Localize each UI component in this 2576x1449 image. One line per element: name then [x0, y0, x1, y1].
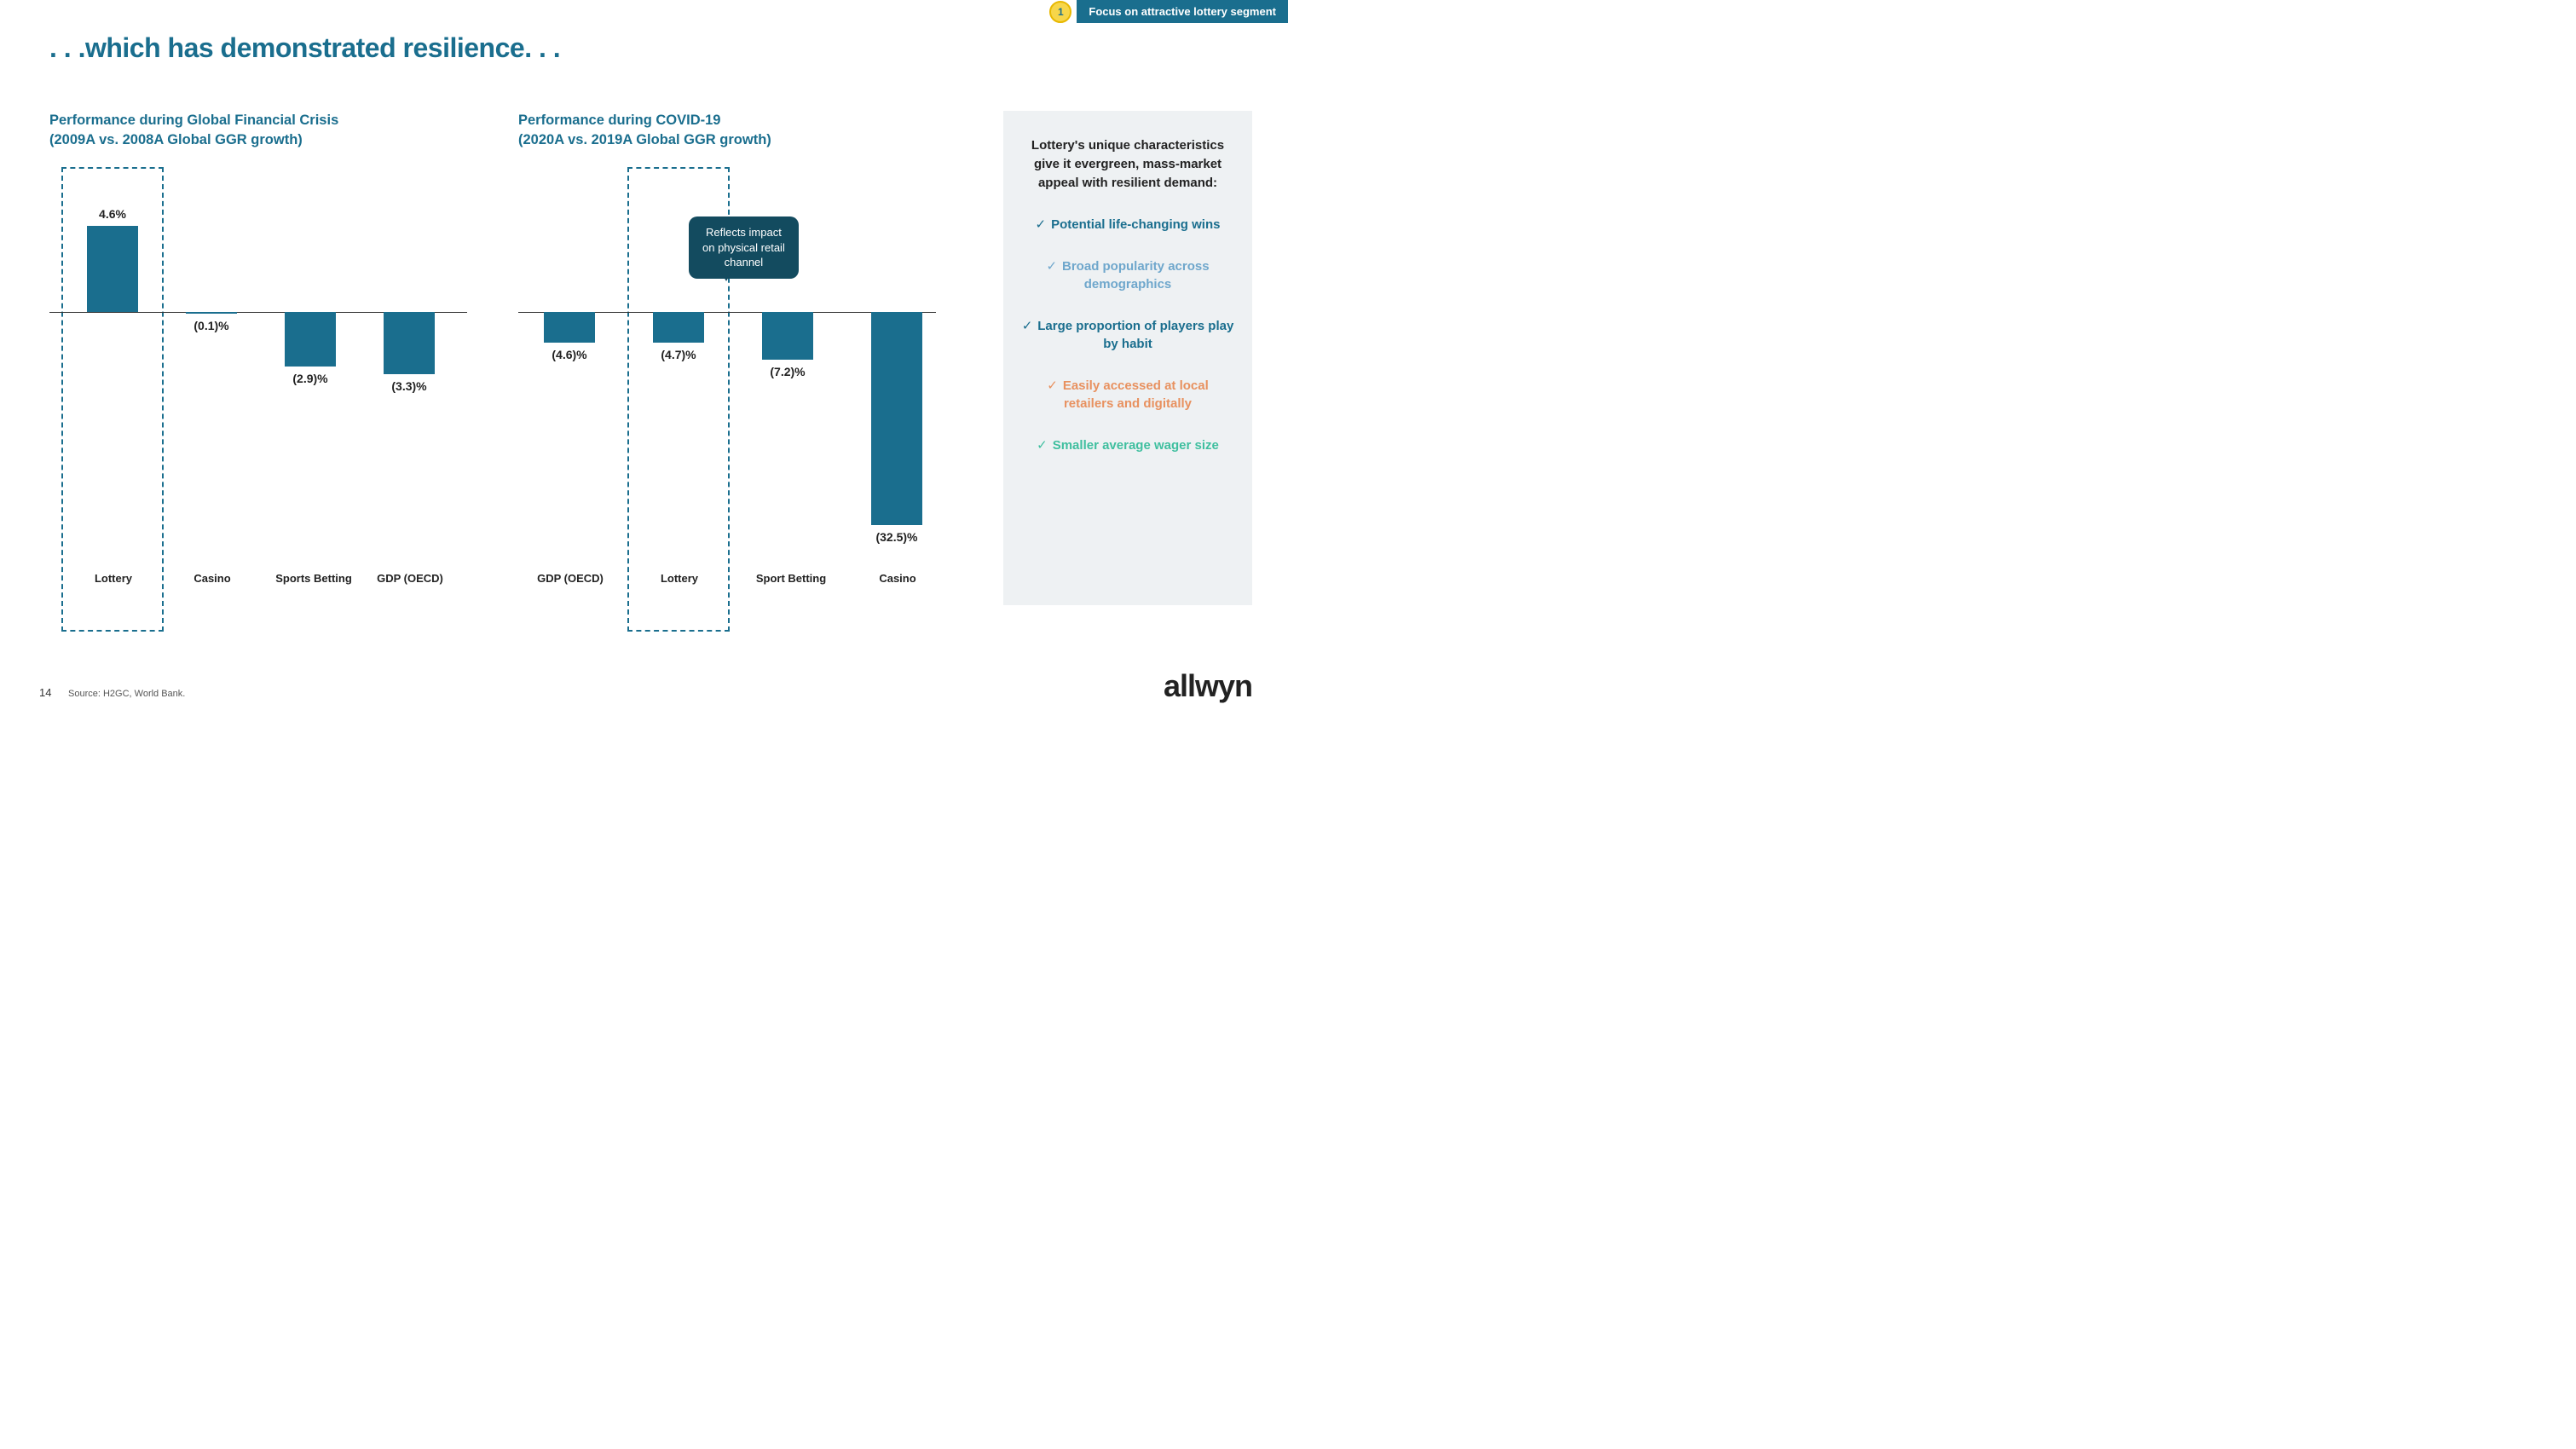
chart-right-bar — [762, 312, 813, 359]
chart-right-category-label: Lottery — [641, 572, 718, 585]
sidebar-bullet: ✓ Potential life-changing wins — [1020, 216, 1235, 234]
sidebar-bullet-text: Broad popularity across demographics — [1062, 259, 1210, 292]
chart-right-bar-value: (4.6)% — [527, 348, 612, 361]
chart-right-bar — [871, 312, 922, 525]
header-badge: 1 Focus on attractive lottery segment — [1049, 0, 1288, 23]
chart-right-callout-tail — [719, 269, 733, 281]
sidebar-panel: Lottery's unique characteristics give it… — [1003, 111, 1252, 605]
logo: allwyn — [1164, 668, 1252, 704]
page-number: 14 — [39, 686, 51, 699]
sidebar-bullet: ✓ Easily accessed at local retailers and … — [1020, 377, 1235, 413]
check-icon: ✓ — [1037, 438, 1048, 453]
chart-right-bar — [544, 312, 595, 342]
chart-right-category-label: Sport Betting — [740, 572, 842, 585]
chart-right-title-line1: Performance during COVID-19 — [518, 113, 720, 128]
sidebar-bullets: ✓ Potential life-changing wins ✓ Broad popu… — [1020, 216, 1235, 454]
chart-financial-crisis: Performance during Global Financial Cris… — [49, 111, 467, 588]
chart-left-bar-value: (2.9)% — [268, 372, 353, 385]
sidebar-bullet: ✓ Large proportion of players play by hab… — [1020, 317, 1235, 353]
chart-right-bar-value: (32.5)% — [854, 530, 939, 544]
chart-covid: Performance during COVID-19 (2020A vs. 2… — [518, 111, 936, 588]
chart-right-category-label: Casino — [859, 572, 936, 585]
chart-left-category-label: Sports Betting — [263, 572, 365, 585]
sidebar-bullet-text: Smaller average wager size — [1053, 438, 1219, 453]
sidebar-bullet: ✓ Smaller average wager size — [1020, 436, 1235, 454]
chart-right-bar-value: (7.2)% — [745, 365, 830, 378]
chart-left-bar-value: (3.3)% — [367, 379, 452, 393]
chart-right-bars: (4.6)% GDP (OECD) (4.7)% Lottery (7.2)% Sport… — [518, 167, 936, 585]
source-text: Source: H2GC, World Bank. — [68, 689, 185, 699]
chart-left-bar — [285, 312, 336, 367]
chart-right-bar — [653, 312, 704, 343]
check-icon: ✓ — [1046, 259, 1057, 274]
sidebar-bullet-text: Easily accessed at local retailers and d… — [1063, 378, 1209, 411]
sidebar-bullet-text: Large proportion of players play by habi… — [1037, 319, 1233, 351]
chart-left-bars: 4.6% Lottery (0.1)% Casino (2.9)% Sports Bett… — [49, 167, 467, 585]
badge-text: Focus on attractive lottery segment — [1077, 0, 1288, 23]
chart-left-bar — [384, 312, 435, 374]
chart-left-title: Performance during Global Financial Cris… — [49, 111, 467, 150]
chart-right-bar-value: (4.7)% — [636, 348, 721, 361]
sidebar-heading: Lottery's unique characteristics give it… — [1020, 136, 1235, 192]
chart-right-category-label: GDP (OECD) — [523, 572, 617, 585]
chart-left-bar — [186, 312, 237, 314]
sidebar-bullet-text: Potential life-changing wins — [1051, 217, 1220, 232]
chart-left-title-line2: (2009A vs. 2008A Global GGR growth) — [49, 132, 303, 147]
chart-left-bar-value: (0.1)% — [169, 319, 254, 332]
chart-right-callout: Reflects impacton physical retailchannel — [689, 216, 799, 279]
chart-left-bar — [87, 226, 138, 312]
sidebar-bullet: ✓ Broad popularity across demographics — [1020, 257, 1235, 293]
check-icon: ✓ — [1036, 217, 1047, 232]
chart-left-category-label: GDP (OECD) — [363, 572, 457, 585]
chart-right-title-line2: (2020A vs. 2019A Global GGR growth) — [518, 132, 771, 147]
chart-left-bar-value: 4.6% — [70, 207, 155, 221]
badge-number-icon: 1 — [1049, 1, 1071, 23]
check-icon: ✓ — [1022, 319, 1033, 333]
chart-right-title: Performance during COVID-19 (2020A vs. 2… — [518, 111, 936, 150]
chart-left-category-label: Lottery — [75, 572, 152, 585]
chart-left-title-line1: Performance during Global Financial Cris… — [49, 113, 338, 128]
check-icon: ✓ — [1047, 378, 1058, 393]
page-title: . . .which has demonstrated resilience. … — [49, 32, 560, 64]
chart-left-category-label: Casino — [174, 572, 251, 585]
